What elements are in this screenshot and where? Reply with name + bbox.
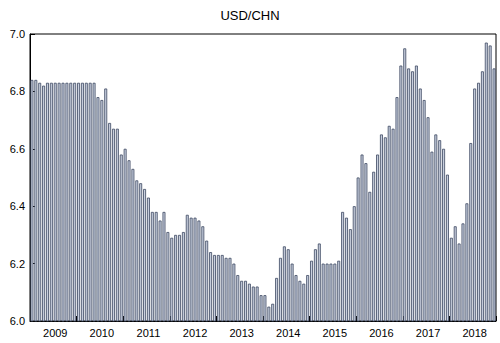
svg-text:2010: 2010 [90, 327, 114, 339]
svg-text:2018: 2018 [462, 327, 486, 339]
svg-text:6.8: 6.8 [10, 85, 25, 97]
svg-text:2015: 2015 [323, 327, 347, 339]
svg-text:2009: 2009 [43, 327, 67, 339]
svg-text:7.0: 7.0 [10, 28, 25, 40]
svg-text:2013: 2013 [229, 327, 253, 339]
svg-text:2011: 2011 [137, 327, 161, 339]
svg-text:2012: 2012 [183, 327, 207, 339]
svg-text:6.4: 6.4 [10, 200, 25, 212]
svg-text:2017: 2017 [416, 327, 440, 339]
svg-text:6.2: 6.2 [10, 258, 25, 270]
svg-text:6.6: 6.6 [10, 143, 25, 155]
svg-text:2014: 2014 [276, 327, 300, 339]
svg-text:USD/CHN: USD/CHN [220, 8, 279, 23]
svg-text:2016: 2016 [369, 327, 393, 339]
svg-text:6.0: 6.0 [10, 315, 25, 327]
